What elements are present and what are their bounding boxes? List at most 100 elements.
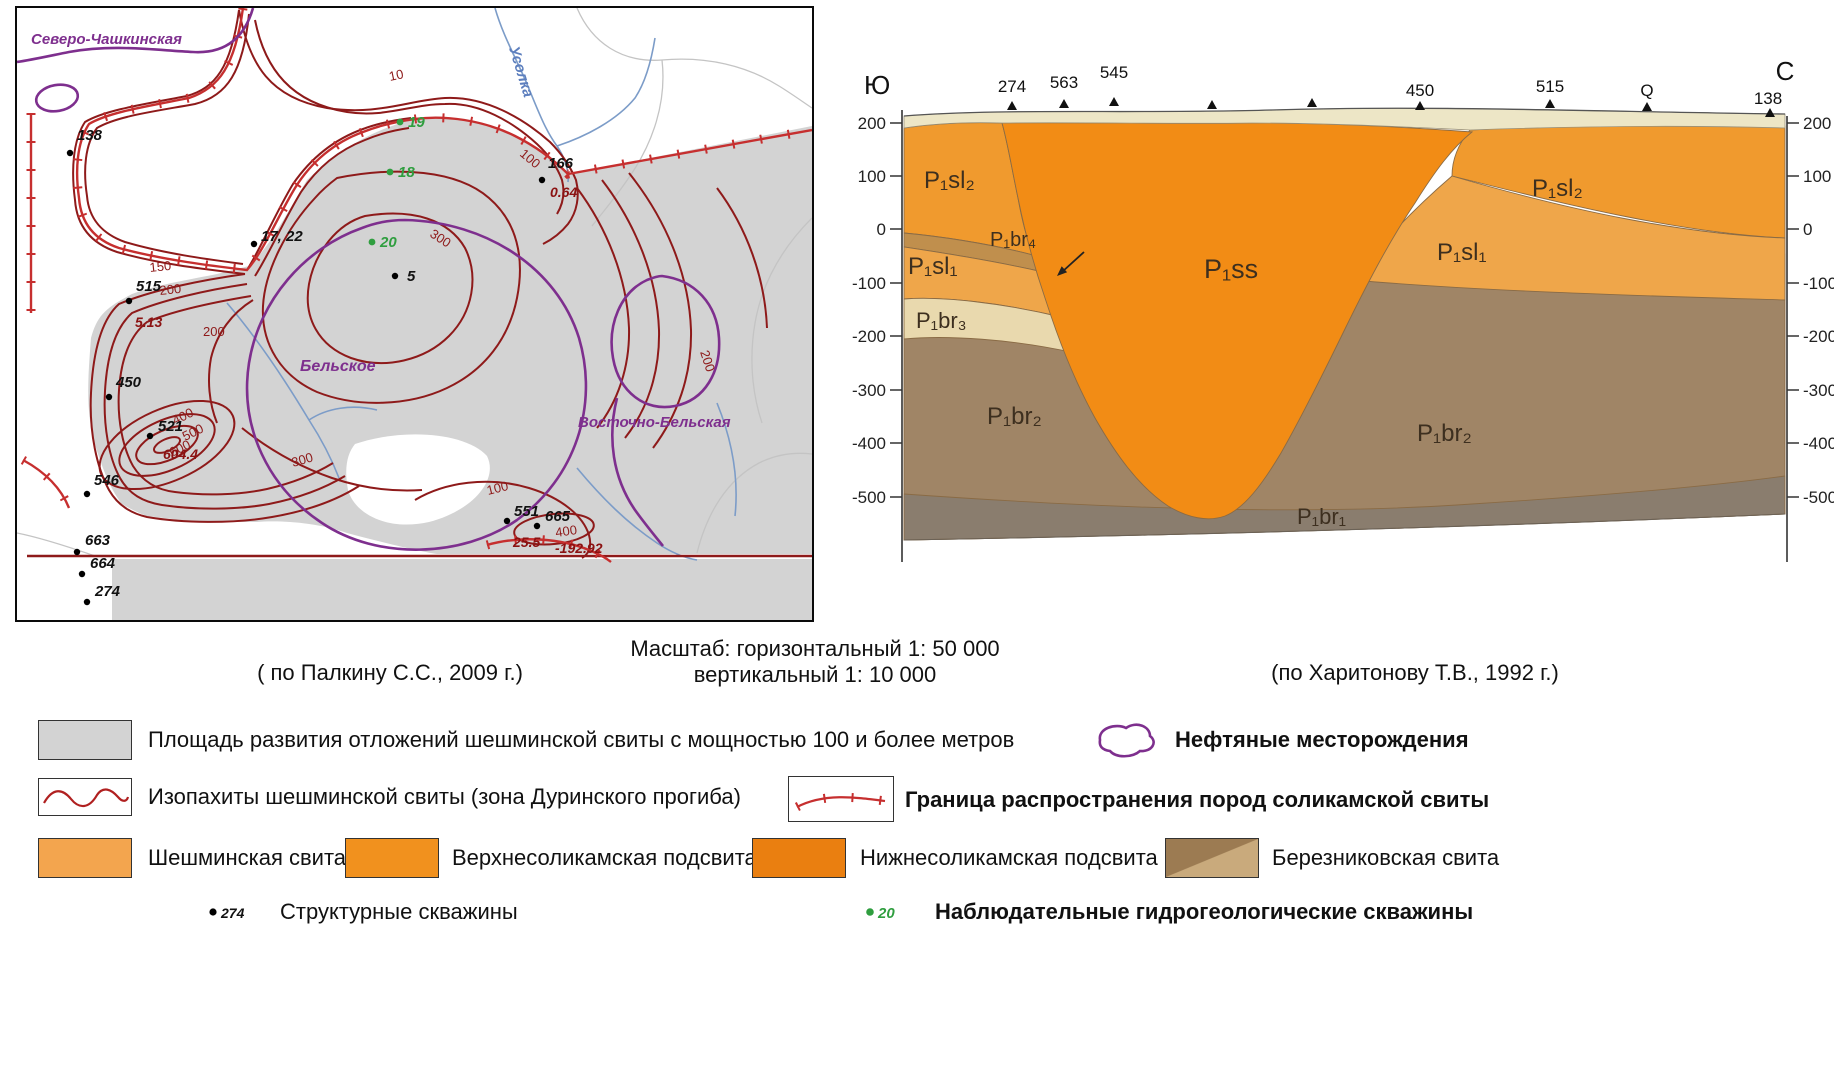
field-vostochno-belskaya-outline xyxy=(610,274,721,409)
section-well-label: 274 xyxy=(998,77,1026,96)
contour-line xyxy=(261,170,521,404)
elev-label-left: 100 xyxy=(858,167,886,186)
well-dot xyxy=(125,297,133,305)
well-label: 450 xyxy=(115,374,142,391)
well-dot xyxy=(78,570,86,578)
section-surface-outline xyxy=(903,107,1786,117)
elev-label-left: -500 xyxy=(852,488,886,507)
contour-label: 400 xyxy=(554,522,578,540)
field-severo-chashkinskaya-line xyxy=(17,8,255,64)
quaternary-label: Q xyxy=(1640,81,1653,100)
stream xyxy=(716,402,737,517)
hydro-well-dot xyxy=(368,238,376,246)
unit-label-br1: P₁br₁ xyxy=(1297,504,1346,529)
section-well-label: 138 xyxy=(1754,89,1782,108)
field-label: Северо-Чашкинская xyxy=(31,31,182,48)
well-dot xyxy=(391,272,399,280)
legend-label-upper-solikamsk: Верхнесоликамская подсвита xyxy=(452,845,757,870)
contour-line xyxy=(306,212,474,365)
elev-label-right: -500 xyxy=(1803,488,1834,507)
section-well-label: 515 xyxy=(1536,77,1564,96)
hydro-well-label: 20 xyxy=(379,234,397,251)
elev-label-right: -100 xyxy=(1803,274,1834,293)
section-attribution: (по Харитонову Т.В., 1992 г.) xyxy=(1271,660,1559,685)
contour-label: 10 xyxy=(388,66,405,84)
river-label: Усолка xyxy=(505,44,537,99)
legend-label-solikamsk-boundary: Граница распространения пород соликамско… xyxy=(905,787,1490,812)
oil-field-icon xyxy=(1098,723,1155,758)
value-label: 604.4 xyxy=(163,446,198,462)
aux-line xyxy=(576,8,812,109)
elev-label-right: -300 xyxy=(1803,381,1834,400)
elev-label-left: 0 xyxy=(877,220,886,239)
legend-label-structural-wells: Структурные скважины xyxy=(280,899,518,924)
boundary-line-sw xyxy=(22,458,71,509)
well-label: 663 xyxy=(85,532,111,549)
well-label: 17, 22 xyxy=(261,228,303,245)
unit-label-br3: P₁br₃ xyxy=(916,308,967,333)
contour-label: 300 xyxy=(290,449,315,469)
unit-label-sl2-right: P₁sl₂ xyxy=(1532,175,1583,202)
contour-ring xyxy=(135,424,199,466)
contour-line xyxy=(628,172,693,449)
field-belskoye-outline xyxy=(245,218,588,551)
map-solikamsk-boundary xyxy=(20,8,812,566)
well-dot xyxy=(146,432,154,440)
field-small-oval xyxy=(34,83,80,113)
unit-label-br2-left: P₁br₂ xyxy=(987,403,1042,430)
section-axes: 200 100 0 -100 -200 -300 -400 -500 200 1… xyxy=(852,110,1834,562)
contour-line xyxy=(117,295,334,496)
contour-label: 200 xyxy=(697,348,718,373)
well-label: 138 xyxy=(77,127,103,144)
value-label: -192.92 xyxy=(555,540,603,556)
isopach-map-panel: 10 100 150 200 200 300 300 400 500 600 1… xyxy=(15,6,814,622)
scale-note: Масштаб: горизонтальный 1: 50 000 вертик… xyxy=(600,636,1030,688)
elev-label-right: 100 xyxy=(1803,167,1831,186)
section-well-label: 545 xyxy=(1100,63,1128,82)
map-aux-lines xyxy=(17,8,812,557)
legend-label-isopach: Изопахиты шешминской свиты (зона Дуринск… xyxy=(148,784,741,809)
isopach-map: 10 100 150 200 200 300 300 400 500 600 1… xyxy=(17,8,812,620)
cross-section: 200 100 0 -100 -200 -300 -400 -500 200 1… xyxy=(852,56,1834,562)
contour-line xyxy=(89,273,360,523)
field-label: Восточно-Бельская xyxy=(578,414,731,431)
contour-line xyxy=(414,480,592,559)
unit-label-ss: P₁ss xyxy=(1204,254,1258,284)
stream xyxy=(308,406,378,421)
direction-south: Ю xyxy=(864,70,890,100)
elev-label-right: 0 xyxy=(1803,220,1812,239)
well-label: 166 xyxy=(548,155,574,172)
elev-label-left: -200 xyxy=(852,327,886,346)
aux-line xyxy=(17,532,96,557)
br4-pointer-arrow xyxy=(1061,251,1085,273)
section-unit-labels: P₁sl₂ P₁br₄ P₁sl₁ P₁br₃ P₁ss P₁br₂ P₁br₂… xyxy=(908,167,1583,529)
stream xyxy=(226,302,340,479)
well-label: 521 xyxy=(158,418,183,435)
legend-label-hydro-wells: Наблюдательные гидрогеологические скважи… xyxy=(935,899,1474,924)
river-branch xyxy=(556,37,656,147)
unit-label-br2-right: P₁br₂ xyxy=(1417,420,1472,447)
boundary-line xyxy=(75,8,812,272)
hydro-well-number: 20 xyxy=(877,905,895,922)
legend-swatch-gray-area xyxy=(38,720,132,760)
contour-line xyxy=(238,9,579,245)
map-attribution: ( по Палкину С.С., 2009 г.) xyxy=(257,660,523,685)
well-label: 665 xyxy=(545,508,571,525)
unit-label-sl2-left: P₁sl₂ xyxy=(924,167,975,194)
contour-line xyxy=(84,13,250,265)
contour-line xyxy=(601,179,661,439)
hydro-well-dot xyxy=(866,908,874,916)
contour-line xyxy=(72,9,246,275)
well-label: 515 xyxy=(136,278,162,295)
legend-label-oil-fields: Нефтяные месторождения xyxy=(1175,727,1469,752)
contour-label: 200 xyxy=(159,281,182,298)
cross-section-panel: 200 100 0 -100 -200 -300 -400 -500 200 1… xyxy=(852,46,1834,594)
well-label: 551 xyxy=(514,503,539,520)
well-dot xyxy=(105,393,113,401)
contour-ring xyxy=(118,413,216,477)
legend-label-bereznikovskaya: Березниковская свита xyxy=(1272,845,1500,870)
contour-line xyxy=(208,299,254,424)
map-oilfield-boundaries xyxy=(17,8,721,551)
legend-swatch-upper-solikamsk xyxy=(345,838,439,878)
solikamsk-boundary-legend-icon xyxy=(788,776,894,822)
